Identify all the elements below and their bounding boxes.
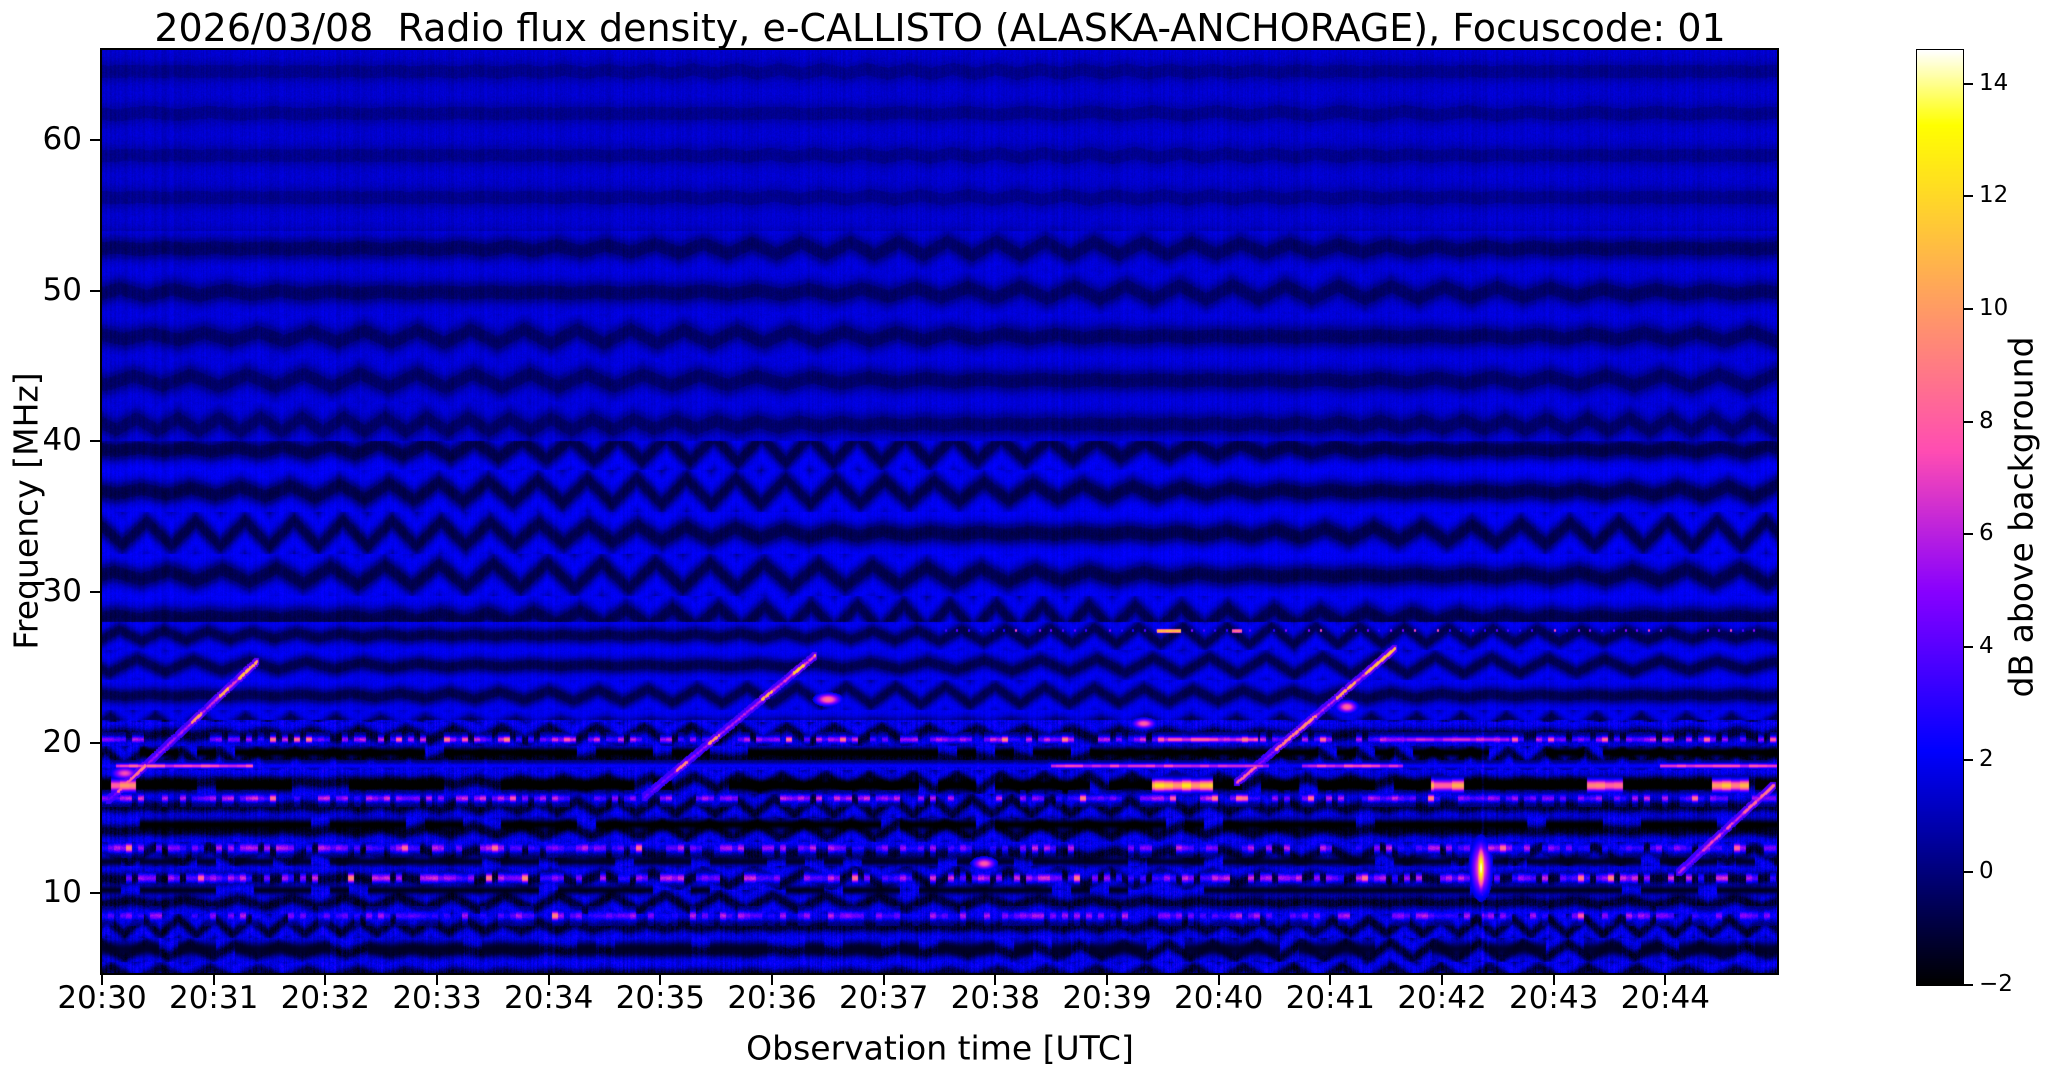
colorbar-tick-label: 0 xyxy=(1979,858,1994,885)
x-tick-mark xyxy=(436,975,438,985)
x-tick-label: 20:43 xyxy=(1508,980,1599,1016)
colorbar-tick-mark xyxy=(1964,533,1973,536)
colorbar-tick-mark xyxy=(1964,646,1973,649)
colorbar-tick-label: 2 xyxy=(1979,745,1994,772)
colorbar-tick-label: 8 xyxy=(1979,407,1994,434)
y-tick-mark xyxy=(90,741,102,744)
colorbar-tick-label: 6 xyxy=(1979,520,1994,547)
y-tick-label: 60 xyxy=(42,121,82,158)
colorbar-tick-mark xyxy=(1964,871,1973,874)
x-tick-mark xyxy=(1441,975,1443,985)
x-tick-mark xyxy=(1552,975,1555,985)
colorbar-tick-label: 4 xyxy=(1979,633,1994,660)
colorbar-canvas xyxy=(1917,50,1963,985)
y-tick-label: 40 xyxy=(42,422,82,459)
x-tick-label: 20:31 xyxy=(168,980,259,1016)
x-tick-label: 20:38 xyxy=(950,980,1040,1016)
y-tick-label: 10 xyxy=(42,874,82,911)
x-tick-label: 20:35 xyxy=(615,980,705,1016)
x-tick-mark xyxy=(771,975,773,985)
x-tick-label: 20:44 xyxy=(1620,980,1710,1016)
y-tick-label: 50 xyxy=(42,271,82,308)
x-tick-label: 20:42 xyxy=(1397,980,1487,1016)
x-tick-label: 20:36 xyxy=(727,980,817,1016)
x-tick-mark xyxy=(1329,975,1332,985)
colorbar-tick-mark xyxy=(1964,308,1973,311)
x-tick-label: 20:37 xyxy=(838,980,929,1016)
y-axis-label: Frequency [MHz] xyxy=(6,372,46,650)
x-axis-label: Observation time [UTC] xyxy=(746,1028,1134,1067)
x-tick-label: 20:30 xyxy=(57,980,147,1016)
x-tick-label: 20:39 xyxy=(1062,980,1152,1016)
x-tick-label: 20:40 xyxy=(1173,980,1264,1016)
y-tick-mark xyxy=(90,139,102,142)
x-tick-mark xyxy=(659,975,662,985)
x-tick-label: 20:34 xyxy=(503,980,594,1016)
colorbar-label: dB above background xyxy=(2001,336,2041,698)
y-tick-mark xyxy=(90,591,102,594)
colorbar-tick-mark xyxy=(1964,420,1973,423)
colorbar-tick-mark xyxy=(1964,984,1973,986)
y-tick-label: 30 xyxy=(42,573,82,610)
x-tick-mark xyxy=(1217,975,1220,985)
y-tick-mark xyxy=(90,892,102,895)
y-tick-mark xyxy=(90,289,102,292)
colorbar-tick-label: −2 xyxy=(1979,971,2013,997)
colorbar-tick-label: 10 xyxy=(1979,295,2009,322)
colorbar-tick-mark xyxy=(1964,195,1973,198)
x-tick-mark xyxy=(882,975,885,985)
x-tick-mark xyxy=(324,975,327,985)
x-tick-mark xyxy=(1664,975,1667,985)
x-tick-label: 20:33 xyxy=(392,980,482,1016)
x-tick-mark xyxy=(994,975,997,985)
x-tick-label: 20:41 xyxy=(1285,980,1375,1016)
colorbar-tick-mark xyxy=(1964,758,1973,761)
x-tick-mark xyxy=(212,975,215,985)
colorbar-tick-label: 12 xyxy=(1979,182,2009,209)
colorbar-tick-mark xyxy=(1964,82,1973,85)
x-tick-mark xyxy=(101,975,103,985)
chart-title: 2026/03/08 Radio flux density, e-CALLIST… xyxy=(154,6,1726,50)
colorbar-tick-label: 14 xyxy=(1979,69,2009,96)
x-tick-mark xyxy=(1106,975,1108,985)
y-tick-mark xyxy=(90,440,102,443)
x-tick-label: 20:32 xyxy=(280,980,370,1016)
y-tick-label: 20 xyxy=(42,723,82,760)
spectrogram-heatmap-canvas xyxy=(102,50,1777,973)
x-tick-mark xyxy=(547,975,550,985)
